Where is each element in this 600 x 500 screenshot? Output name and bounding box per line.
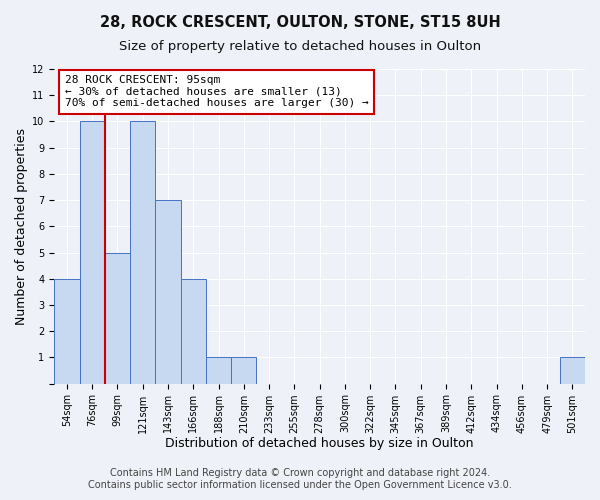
Text: 28 ROCK CRESCENT: 95sqm
← 30% of detached houses are smaller (13)
70% of semi-de: 28 ROCK CRESCENT: 95sqm ← 30% of detache… xyxy=(65,76,368,108)
Text: Contains HM Land Registry data © Crown copyright and database right 2024.
Contai: Contains HM Land Registry data © Crown c… xyxy=(88,468,512,490)
Bar xyxy=(206,358,231,384)
Bar xyxy=(54,278,80,384)
Bar xyxy=(231,358,256,384)
Bar xyxy=(181,278,206,384)
Y-axis label: Number of detached properties: Number of detached properties xyxy=(15,128,28,325)
Bar xyxy=(155,200,181,384)
Bar xyxy=(105,252,130,384)
Text: 28, ROCK CRESCENT, OULTON, STONE, ST15 8UH: 28, ROCK CRESCENT, OULTON, STONE, ST15 8… xyxy=(100,15,500,30)
Bar xyxy=(560,358,585,384)
X-axis label: Distribution of detached houses by size in Oulton: Distribution of detached houses by size … xyxy=(166,437,474,450)
Bar xyxy=(80,122,105,384)
Text: Size of property relative to detached houses in Oulton: Size of property relative to detached ho… xyxy=(119,40,481,53)
Bar xyxy=(130,122,155,384)
